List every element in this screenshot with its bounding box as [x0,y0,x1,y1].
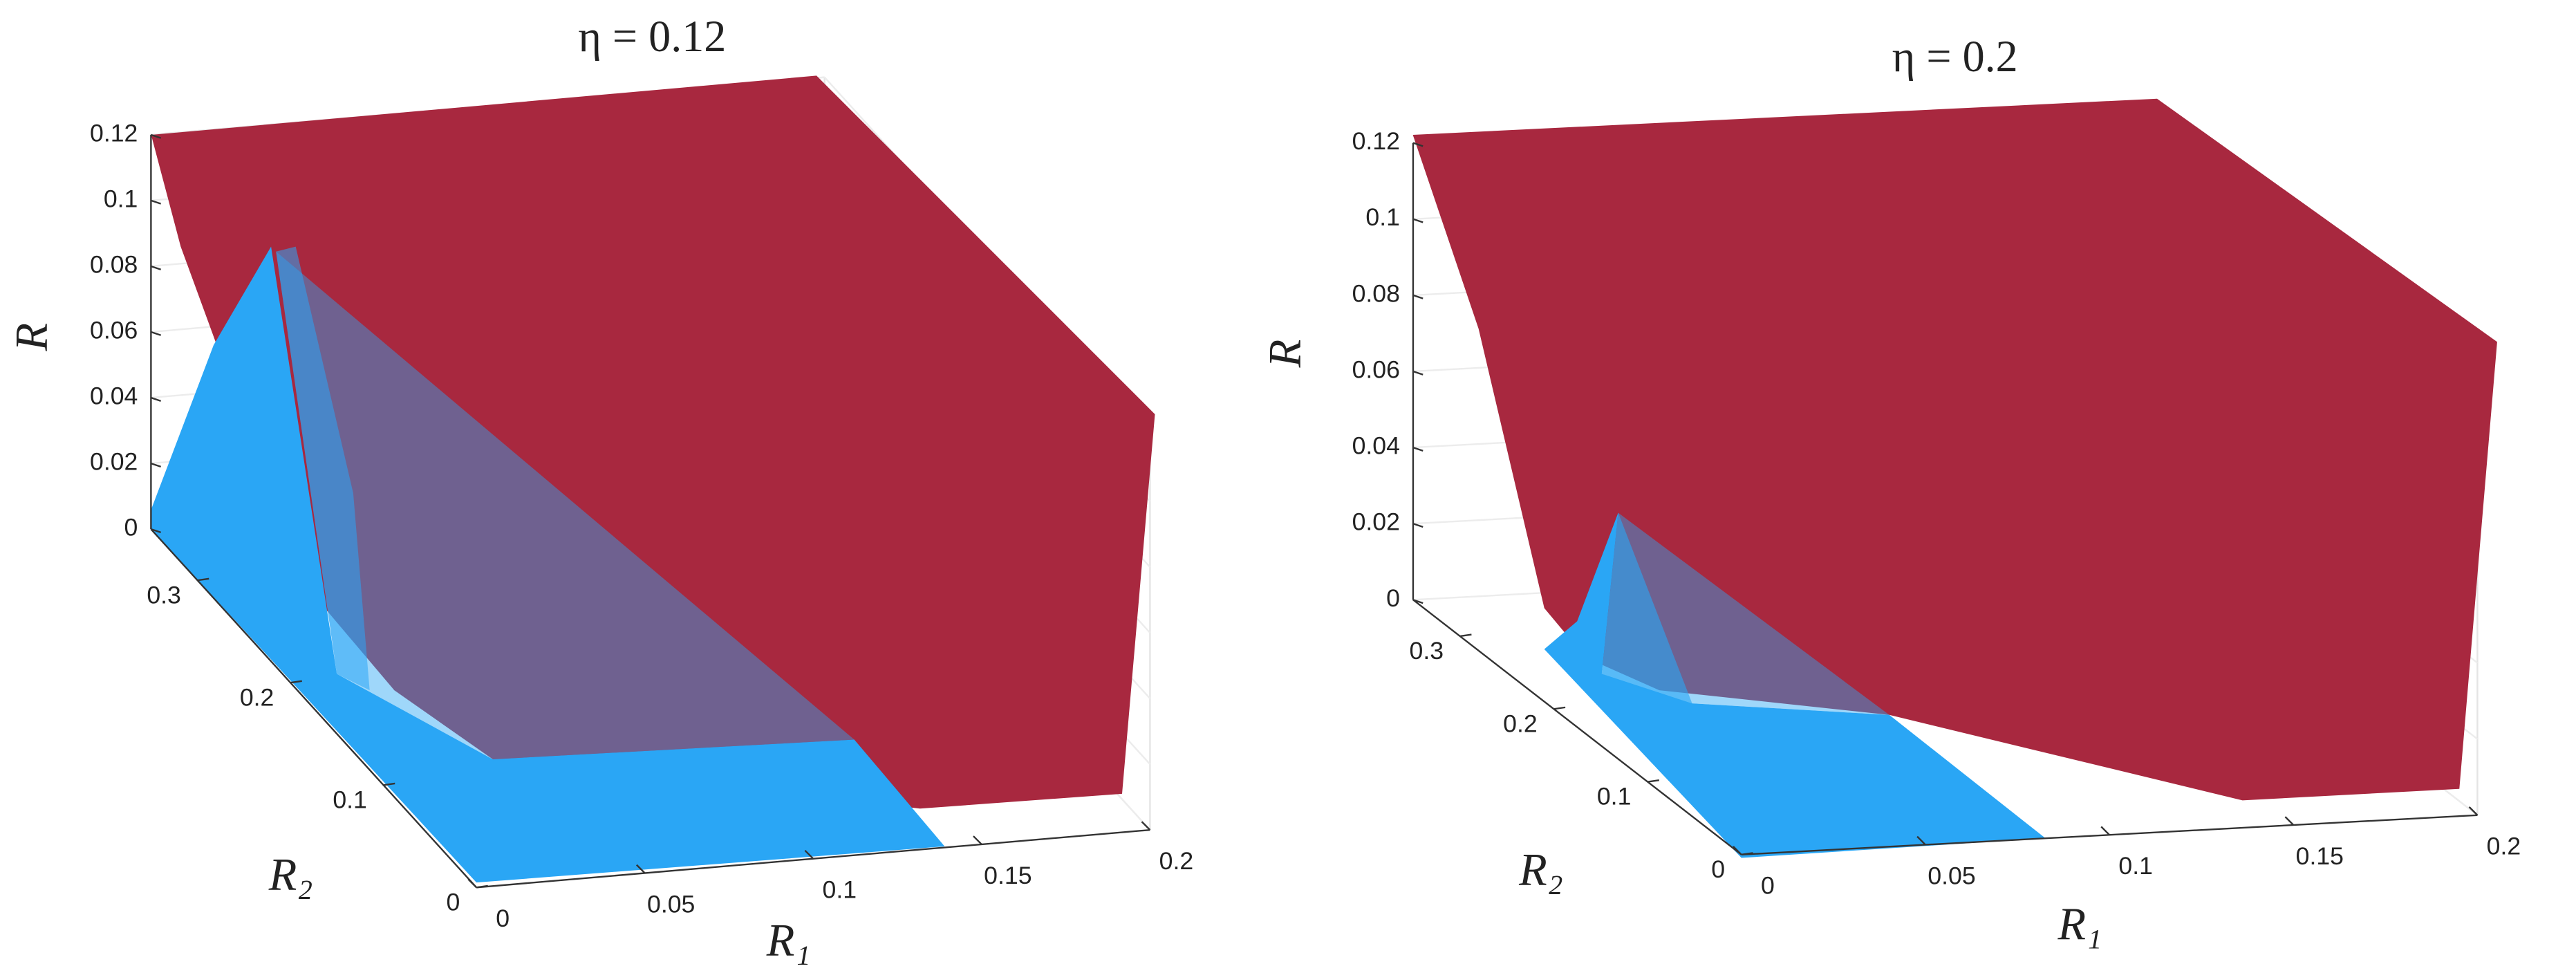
tick-mark [1647,779,1659,783]
tick-mark [635,864,646,874]
z-tick-label: 0.08 [1352,279,1400,307]
x-tick-label: 0.15 [984,862,1032,889]
z-tick-label: 0.02 [1352,508,1400,536]
tick-mark [151,199,162,205]
z-tick-label: 0.06 [1352,355,1400,383]
y-tick-label: 0.2 [240,683,274,711]
tick-mark [804,850,814,860]
y-tick-label: 0.3 [1410,637,1444,665]
tick-mark [1412,446,1424,452]
tick-mark [151,331,162,336]
z-tick-label: 0.06 [90,316,138,344]
z-axis-label: R [1260,340,1311,369]
tick-mark [151,396,162,402]
lower-surface-fin [276,246,370,691]
axis-line [150,528,477,889]
y-axis-label: R₂ [1518,845,1563,896]
x-tick-label: 0.05 [1928,862,1975,889]
upper-surface [151,75,1155,809]
tick-mark [1916,835,1926,846]
tick-mark [1412,523,1424,528]
x-tick-label: 0.05 [647,890,695,918]
x-tick-label: 0 [1761,872,1775,900]
z-tick-label: 0.12 [1352,127,1400,155]
tick-mark [1412,142,1424,147]
tick-mark [2468,806,2479,816]
y-tick-label: 0 [1711,855,1725,883]
x-tick-label: 0.1 [823,876,857,904]
x-axis-label: R₁ [766,916,811,966]
y-tick-label: 0.1 [1597,783,1632,810]
y-tick-label: 0.2 [1503,710,1538,737]
tick-mark [151,462,162,467]
x-tick-label: 0.2 [2487,833,2521,860]
tick-mark [151,528,162,534]
y-axis-label: R₂ [268,850,313,900]
tick-mark [151,133,162,139]
lower-surface-fin [1601,512,1692,704]
axis-line [476,828,1150,889]
tick-mark [151,265,162,270]
lower-surface [151,246,945,883]
x-tick-label: 0.2 [1159,847,1194,875]
z-tick-label: 0.02 [90,448,138,476]
x-tick-label: 0.15 [2296,842,2344,870]
chart-title: η = 0.12 [578,12,726,61]
y-tick-label: 0.3 [147,581,181,609]
z-tick-label: 0.08 [90,250,138,278]
tick-mark [1141,821,1151,831]
tick-mark [973,835,982,845]
surfaces [151,75,2497,883]
axis-line [1741,814,2478,855]
z-tick-label: 0 [1386,584,1400,612]
tick-mark [2284,816,2295,826]
axis-line [1412,599,1742,855]
z-tick-label: 0.04 [90,382,138,409]
tick-mark [290,680,302,684]
chart-title: η = 0.2 [1892,32,2018,81]
x-tick-label: 0.1 [2118,852,2153,880]
z-tick-label: 0.04 [1352,432,1400,460]
x-axis-label: R₁ [2057,899,2102,949]
y-tick-label: 0.1 [333,786,367,813]
lower-surface-cap [276,251,855,759]
z-tick-label: 0 [124,514,138,541]
tick-mark [1553,706,1566,710]
tick-mark [1412,218,1424,223]
tick-mark [1412,370,1424,376]
x-tick-label: 0 [496,905,510,932]
z-tick-label: 0.1 [104,185,138,212]
front-layer: 0 0.02 0.04 0.06 0.08 0.1 0.12 0 0.05 0.1 0.15 0.2 0… [7,12,2521,965]
z-tick-label: 0.1 [1365,203,1400,231]
upper-surface [1412,98,2497,801]
z-axis-label: R [7,323,57,352]
tick-mark [2100,826,2110,836]
lower-surface [1544,512,2046,858]
z-tick-label: 0.12 [90,119,138,147]
tick-mark [197,577,209,582]
y-tick-label: 0 [447,888,460,916]
tick-mark [383,782,395,786]
tick-mark [1459,633,1472,638]
tick-mark [1412,294,1424,299]
